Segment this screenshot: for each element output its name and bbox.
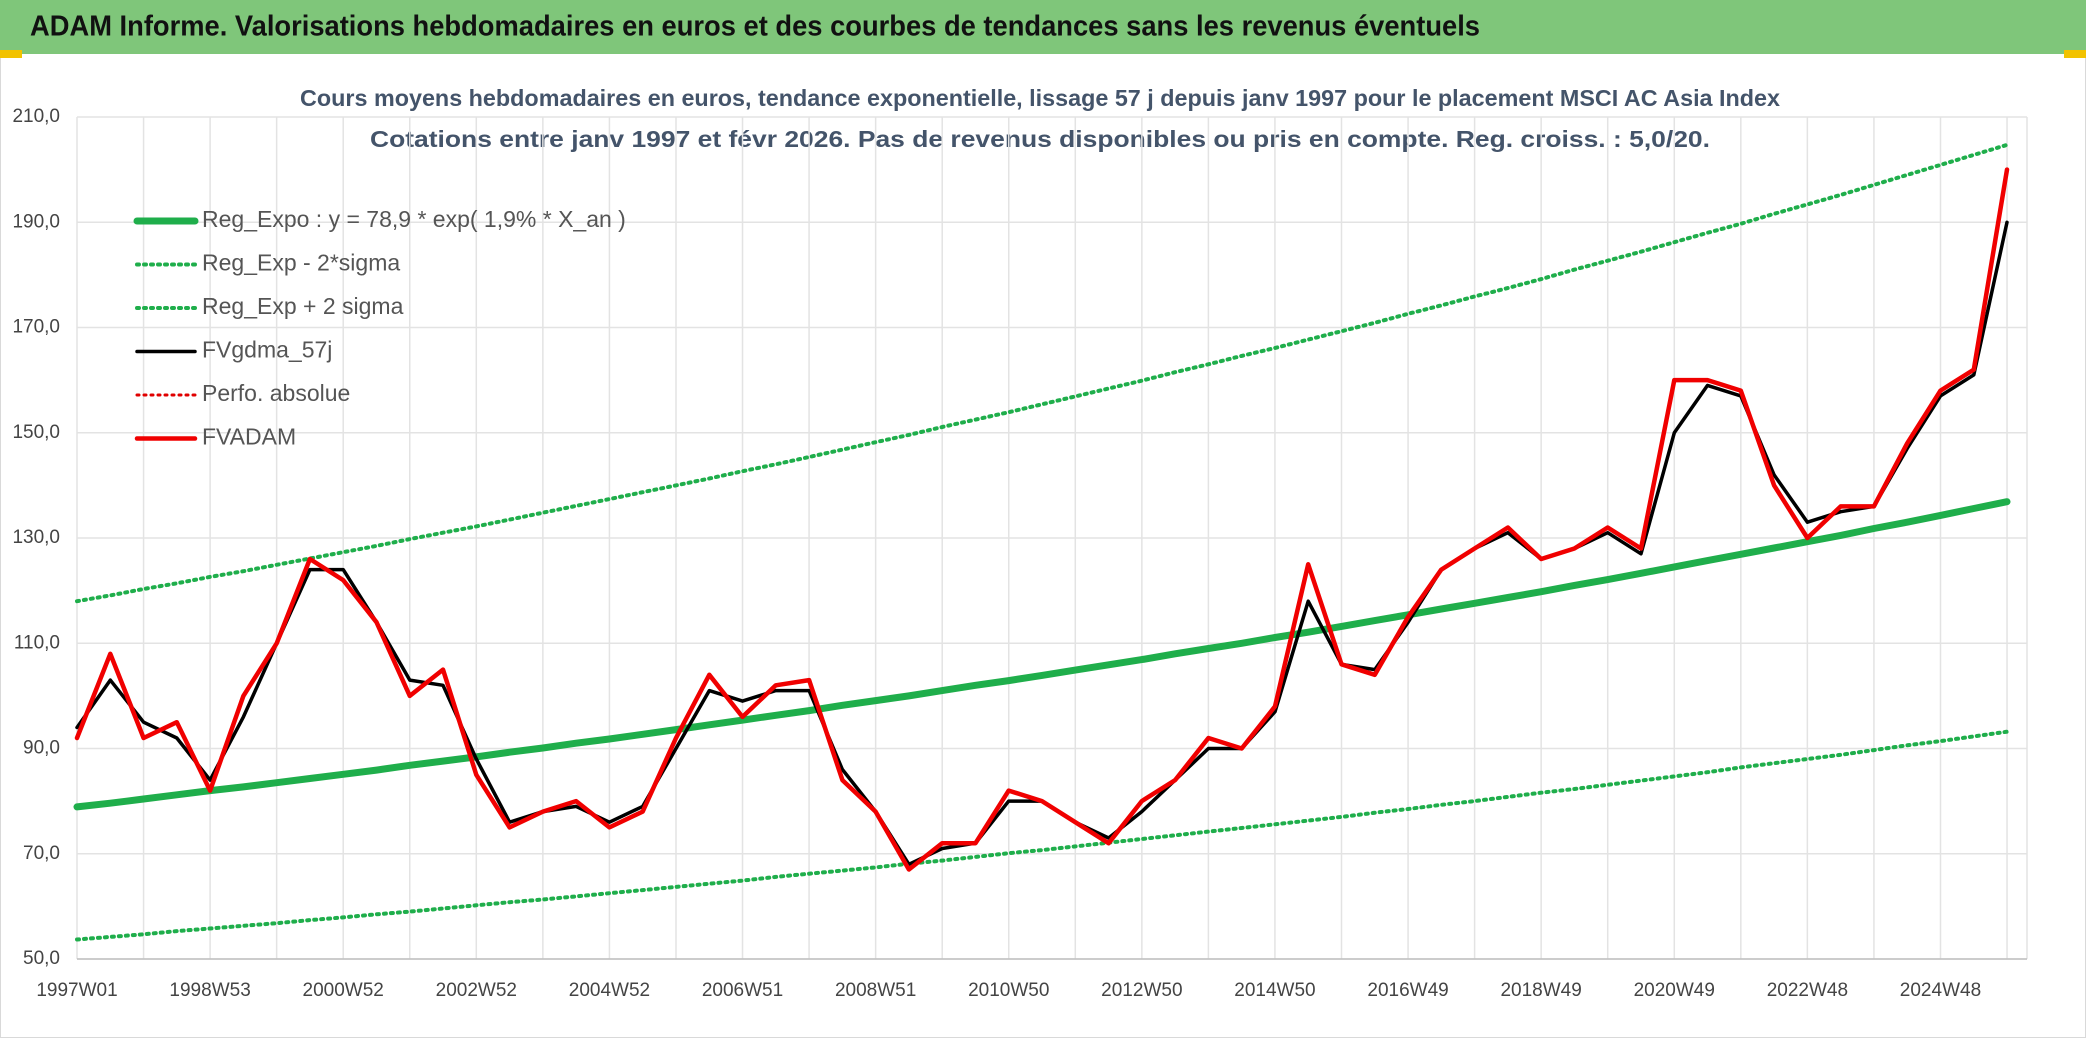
x-tick-label: 2008W51 (835, 980, 916, 1001)
x-tick-label: 2020W49 (1634, 980, 1715, 1001)
corner (2064, 50, 2086, 58)
legend-label: FVADAM (202, 424, 296, 450)
legend-label: Perfo. absolue (202, 380, 350, 406)
x-tick-label: 2010W50 (968, 980, 1049, 1001)
x-tick-label: 2014W50 (1234, 980, 1315, 1001)
legend-label: Reg_Exp + 2 sigma (202, 293, 404, 319)
series-line (75, 142, 2009, 604)
series-line (74, 167, 2010, 872)
y-tick-label: 210,0 (12, 106, 60, 127)
x-tick-label: 2000W52 (303, 980, 384, 1001)
y-tick-label: 170,0 (12, 317, 60, 338)
y-tick-label: 50,0 (23, 948, 60, 969)
y-tick-label: 90,0 (23, 738, 60, 759)
y-tick-label: 130,0 (12, 527, 60, 548)
x-tick-label: 2016W49 (1367, 980, 1448, 1001)
x-tick-label: 2022W48 (1767, 980, 1848, 1001)
header-bar (0, 0, 2086, 54)
x-tick-label: 1998W53 (169, 980, 250, 1001)
x-tick-label: 2004W52 (569, 980, 650, 1001)
series-line (75, 729, 2009, 942)
y-tick-label: 150,0 (12, 422, 60, 443)
y-tick-label: 70,0 (23, 843, 60, 864)
x-tick-label: 2006W51 (702, 980, 783, 1001)
chart-subtitle: Cotations entre janv 1997 et févr 2026. … (370, 126, 1710, 152)
series-line (73, 498, 2011, 811)
y-tick-label: 190,0 (12, 211, 60, 232)
x-tick-label: 2002W52 (436, 980, 517, 1001)
chart-title: Cours moyens hebdomadaires en euros, ten… (300, 85, 1780, 111)
legend-label: Reg_Exp - 2*sigma (202, 250, 400, 276)
header-title: ADAM Informe. Valorisations hebdomadaire… (30, 11, 1480, 43)
legend-label: FVgdma_57j (202, 337, 332, 363)
x-tick-label: 2012W50 (1101, 980, 1182, 1001)
y-tick-label: 110,0 (14, 632, 60, 653)
legend-label: Reg_Expo : y = 78,9 * exp( 1,9% * X_an ) (202, 206, 626, 232)
x-tick-label: 2018W49 (1500, 980, 1581, 1001)
corner (0, 50, 22, 58)
x-tick-label: 1997W01 (36, 980, 117, 1001)
x-tick-label: 2024W48 (1900, 980, 1981, 1001)
